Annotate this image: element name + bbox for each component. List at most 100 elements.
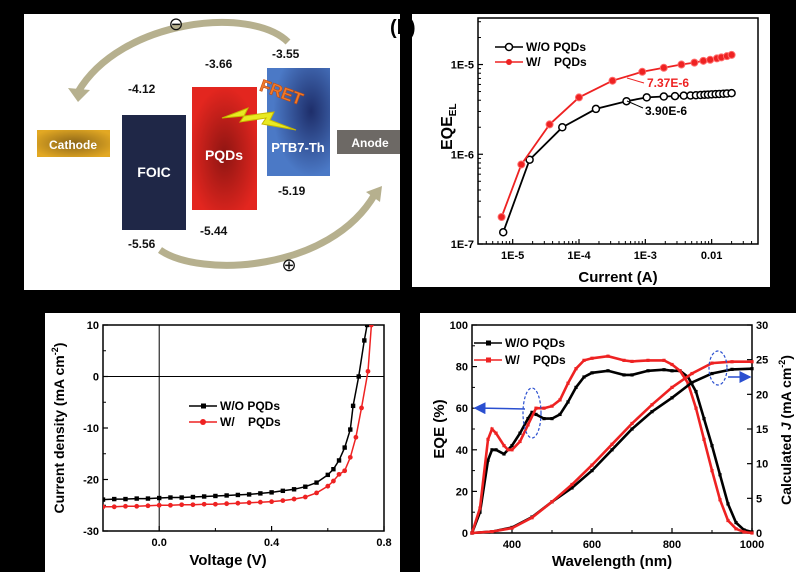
panel-a-energy-diagram: a) ⊖ ⊕ Cathode Anode FOIC PQDs PTB7-Th F… bbox=[1, 14, 400, 290]
electron-arrow-head bbox=[68, 88, 90, 102]
ptb7th-homo: -5.19 bbox=[278, 184, 306, 198]
legend-label: W/ PQDs bbox=[526, 55, 587, 69]
data-point bbox=[506, 448, 510, 452]
data-point bbox=[678, 369, 682, 373]
data-point bbox=[518, 439, 522, 444]
y-tick-label: 80 bbox=[456, 362, 468, 374]
x-axis-title: Voltage (V) bbox=[189, 552, 266, 569]
series-group bbox=[103, 325, 374, 510]
data-point bbox=[566, 381, 570, 385]
x-tick-label: 0.8 bbox=[376, 537, 391, 549]
data-point bbox=[365, 368, 371, 374]
series-line bbox=[470, 354, 753, 535]
data-point bbox=[526, 423, 530, 427]
y-tick-label: -20 bbox=[83, 475, 99, 487]
data-point bbox=[510, 448, 514, 452]
data-point bbox=[134, 496, 139, 501]
data-point bbox=[558, 398, 562, 402]
x-tick-label: 1E-3 bbox=[634, 250, 657, 262]
x-tick-label: 1E-4 bbox=[567, 250, 591, 262]
data-point bbox=[726, 502, 730, 506]
foic-label: FOIC bbox=[137, 164, 170, 180]
legend-item: W/ PQDs bbox=[189, 415, 281, 429]
data-point bbox=[718, 473, 722, 477]
x-tick-label: 600 bbox=[583, 539, 601, 551]
data-point bbox=[702, 437, 706, 441]
data-point bbox=[356, 374, 361, 379]
data-point bbox=[179, 495, 184, 500]
data-point bbox=[510, 526, 514, 530]
data-point bbox=[670, 385, 674, 389]
x-tick-label: 0.01 bbox=[701, 250, 722, 262]
y-tick-label: 25 bbox=[756, 355, 768, 367]
data-point bbox=[145, 496, 151, 501]
legend-item: W/O PQDs bbox=[495, 40, 586, 54]
y-axis-title-main: Current density (mA cm bbox=[51, 355, 67, 513]
data-point bbox=[622, 358, 626, 362]
data-point bbox=[123, 503, 128, 509]
ptb7th-label: PTB7-Th bbox=[271, 140, 325, 155]
chart-eqe-spectrum: 400 600 800 1000020406080100051015202530W/O… bbox=[431, 320, 794, 570]
data-point bbox=[534, 406, 538, 410]
x-tick-label: 800 bbox=[663, 539, 681, 551]
x-axis-title: Wavelength (nm) bbox=[552, 553, 672, 570]
data-point bbox=[550, 417, 554, 421]
data-point bbox=[291, 496, 297, 502]
data-point bbox=[494, 448, 498, 452]
data-point bbox=[478, 506, 482, 510]
x-tick-label: 1000 bbox=[740, 539, 764, 551]
data-point bbox=[694, 389, 698, 394]
data-point bbox=[710, 361, 714, 365]
data-point bbox=[582, 375, 586, 379]
legend-marker bbox=[504, 42, 514, 52]
data-point bbox=[490, 448, 494, 452]
data-point bbox=[710, 444, 714, 448]
data-point bbox=[734, 521, 738, 525]
legend-label: W/O PQDs bbox=[220, 399, 280, 413]
data-point bbox=[686, 381, 690, 385]
annotation-black-value: 3.90E-6 bbox=[645, 104, 687, 118]
data-point bbox=[364, 325, 370, 328]
data-point bbox=[646, 358, 650, 362]
foic-homo: -5.56 bbox=[128, 237, 156, 251]
data-point bbox=[542, 417, 546, 421]
data-point bbox=[235, 492, 241, 498]
data-point bbox=[213, 493, 218, 499]
data-point bbox=[590, 356, 594, 360]
data-point bbox=[534, 412, 538, 417]
y-tick-label: -10 bbox=[83, 423, 99, 435]
data-point bbox=[325, 472, 330, 478]
cathode-block bbox=[37, 130, 110, 157]
y2-axis-title-sup: -2 bbox=[777, 360, 787, 368]
data-point bbox=[742, 530, 746, 534]
data-point bbox=[750, 360, 754, 364]
data-point bbox=[702, 417, 706, 421]
data-point bbox=[677, 60, 686, 69]
data-point bbox=[742, 528, 746, 532]
data-point bbox=[331, 467, 336, 472]
data-point bbox=[734, 527, 738, 531]
data-point bbox=[710, 469, 714, 473]
data-point bbox=[190, 502, 196, 508]
y2-axis-title-unit: (mA cm bbox=[778, 368, 794, 423]
data-point bbox=[486, 437, 490, 441]
y2-axis-title-symbol: J bbox=[778, 421, 794, 430]
data-point bbox=[350, 403, 356, 409]
legend-label: W/O PQDs bbox=[526, 40, 586, 54]
data-point bbox=[359, 405, 364, 411]
data-point bbox=[622, 373, 626, 377]
data-point bbox=[542, 406, 546, 410]
y-tick-label: 1E-6 bbox=[451, 149, 474, 161]
data-point bbox=[490, 530, 494, 534]
data-point bbox=[670, 369, 674, 373]
data-point bbox=[336, 471, 342, 477]
data-point bbox=[342, 445, 347, 450]
data-point bbox=[750, 367, 754, 371]
data-point bbox=[235, 500, 241, 506]
data-point bbox=[526, 417, 530, 421]
annotation-pointer bbox=[626, 77, 645, 84]
data-point bbox=[659, 63, 668, 72]
legend-marker bbox=[200, 419, 206, 425]
data-point bbox=[570, 486, 574, 490]
